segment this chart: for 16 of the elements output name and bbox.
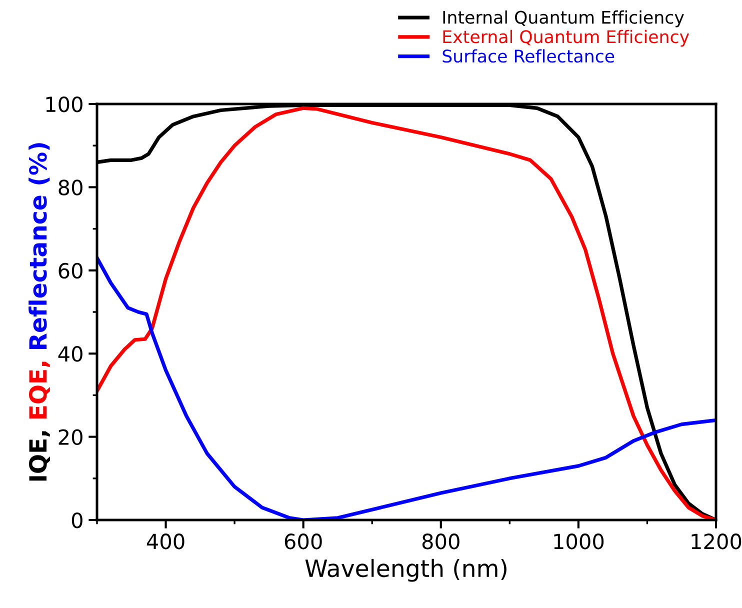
x-tick-label: 800: [422, 534, 460, 550]
y-tick-label: 60: [58, 262, 82, 279]
y-tick-label: 40: [58, 346, 82, 362]
y-axis-title: IQE, EQE, Reflectance (%): [28, 143, 50, 481]
x-tick-label: 600: [284, 534, 322, 550]
y-tick-label: 100: [46, 96, 82, 112]
y-tick-label: 0: [72, 512, 82, 528]
x-axis-title: Wavelength (nm): [305, 558, 506, 582]
y-tick-label: 80: [58, 180, 82, 196]
legend-label: External Quantum Efficiency: [443, 30, 690, 47]
legend-label: Internal Quantum Efficiency: [443, 10, 684, 28]
legend-label: Surface Reflectance: [442, 49, 614, 63]
y-tick-label: 20: [58, 429, 82, 446]
x-tick-label: 1200: [692, 534, 742, 550]
x-tick-label: 1000: [554, 534, 604, 550]
x-tick-label: 400: [146, 534, 184, 550]
